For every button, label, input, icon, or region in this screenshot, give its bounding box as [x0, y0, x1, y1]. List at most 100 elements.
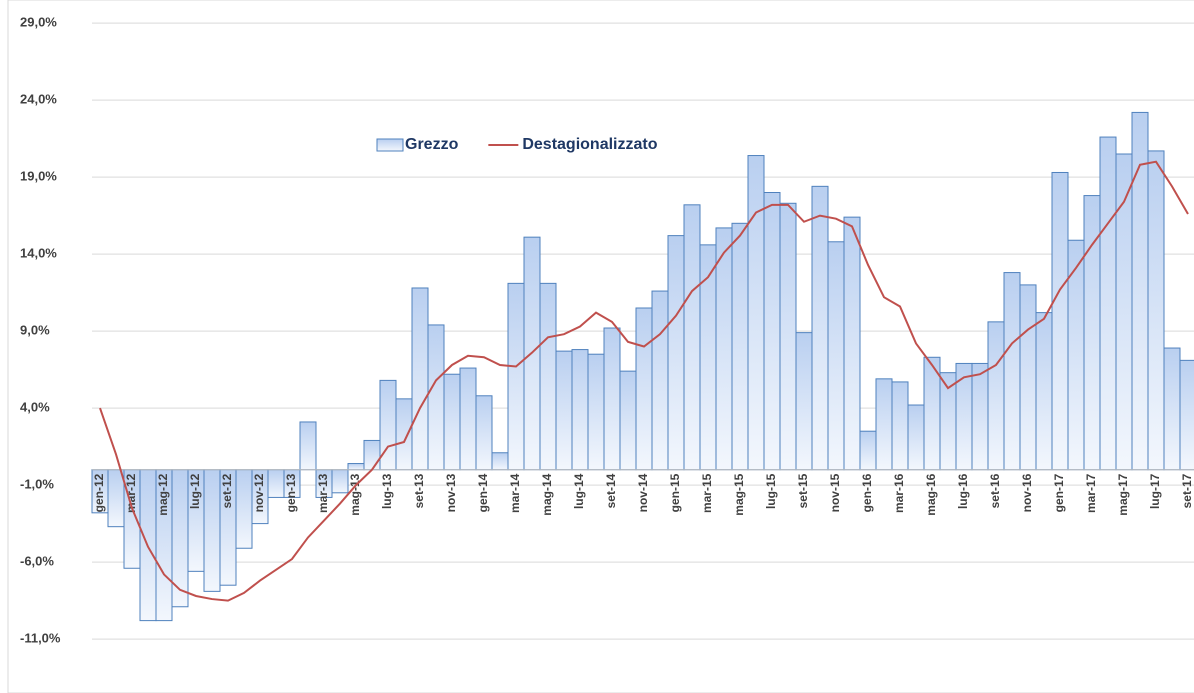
bar — [859, 430, 877, 471]
x-tick-label: gen-13 — [284, 473, 298, 512]
x-tick-label: nov-13 — [444, 473, 458, 512]
bar — [635, 307, 653, 471]
x-tick-label: nov-14 — [636, 473, 650, 512]
x-tick-label: gen-17 — [1052, 473, 1066, 512]
bar — [459, 367, 477, 471]
bar — [811, 185, 829, 471]
x-tick-label: mar-16 — [892, 473, 906, 513]
x-tick-label: mag-14 — [540, 473, 554, 515]
bar — [907, 404, 925, 471]
bar — [875, 378, 893, 471]
x-tick-label: set-15 — [796, 473, 810, 508]
bar — [763, 192, 781, 471]
x-tick-label: lug-15 — [764, 473, 778, 509]
x-tick-label: set-14 — [604, 473, 618, 508]
bar — [235, 469, 253, 549]
bar — [347, 463, 365, 471]
bar — [683, 204, 701, 471]
bar — [395, 398, 413, 471]
bar — [171, 469, 189, 608]
x-tick-label: nov-15 — [828, 473, 842, 512]
bar — [795, 332, 813, 471]
x-tick-label: lug-17 — [1148, 473, 1162, 509]
x-tick-label: mag-16 — [924, 473, 938, 515]
bar — [667, 235, 685, 471]
bar — [603, 327, 621, 471]
x-tick-label: lug-13 — [380, 473, 394, 509]
bar — [987, 321, 1005, 471]
y-tick-label: -11,0% — [20, 631, 61, 646]
x-tick-label: lug-16 — [956, 473, 970, 509]
bar — [827, 241, 845, 471]
bar — [843, 216, 861, 471]
x-tick-label: mag-12 — [156, 473, 170, 515]
y-tick-label: 4,0% — [20, 400, 50, 415]
bar — [747, 155, 765, 471]
bar — [571, 349, 589, 471]
x-tick-label: gen-16 — [860, 473, 874, 512]
x-tick-label: set-13 — [412, 473, 426, 508]
bar — [411, 287, 429, 471]
y-tick-label: 19,0% — [20, 169, 57, 184]
bar — [1147, 150, 1165, 471]
x-tick-label: nov-16 — [1020, 473, 1034, 512]
y-tick-label: -6,0% — [20, 554, 54, 569]
bar — [955, 362, 973, 471]
bar — [1051, 171, 1069, 471]
bar — [779, 202, 797, 471]
chart-border — [7, 0, 1194, 693]
y-tick-label: 9,0% — [20, 323, 50, 338]
bar — [587, 353, 605, 471]
bar — [107, 469, 125, 528]
bar — [363, 439, 381, 471]
bar — [331, 469, 349, 494]
bar — [443, 373, 461, 471]
line — [99, 160, 1189, 602]
plot: gen-12 mar-12 mag-12 lug-12 set-12 nov-12 gen-… — [91, 111, 1194, 622]
bar — [555, 350, 573, 471]
bar — [1163, 347, 1181, 471]
bar — [971, 362, 989, 471]
bar — [507, 282, 525, 471]
x-tick-label: lug-12 — [188, 473, 202, 509]
bar — [1099, 136, 1117, 471]
x-tick-label: gen-12 — [92, 473, 106, 512]
x-tick-label: set-17 — [1180, 473, 1194, 508]
bar — [427, 324, 445, 471]
bar — [891, 381, 909, 471]
x-tick-label: mag-13 — [348, 473, 362, 515]
x-tick-label: mar-13 — [316, 473, 330, 513]
x-tick-label: mar-17 — [1084, 473, 1098, 513]
x-tick-label: set-12 — [220, 473, 234, 508]
bar — [475, 395, 493, 471]
bar — [715, 227, 733, 471]
bar — [1003, 272, 1021, 471]
legend-swatch — [376, 138, 404, 152]
x-tick-label: mag-17 — [1116, 473, 1130, 515]
x-tick-label: set-16 — [988, 473, 1002, 508]
x-tick-label: mag-15 — [732, 473, 746, 515]
y-tick-label: -1,0% — [20, 477, 54, 492]
legend-label: Grezzo — [405, 136, 459, 153]
x-tick-label: mar-12 — [124, 473, 138, 513]
y-tick-label: 24,0% — [20, 92, 57, 107]
x-tick-label: mar-14 — [508, 473, 522, 513]
x-tick-label: nov-12 — [252, 473, 266, 512]
bar — [731, 222, 749, 471]
bar — [619, 370, 637, 471]
y-tick-label: 14,0% — [20, 246, 57, 261]
bar — [539, 282, 557, 471]
bar — [203, 469, 221, 592]
y-tick-label: 29,0% — [20, 15, 57, 30]
bar — [1019, 284, 1037, 471]
x-tick-label: mar-15 — [700, 473, 714, 513]
bar — [699, 244, 717, 471]
bar — [1179, 359, 1194, 471]
legend-label: Destagionalizzato — [522, 136, 657, 153]
bar — [491, 452, 509, 471]
bar — [651, 290, 669, 471]
x-tick-label: lug-14 — [572, 473, 586, 509]
bar — [1035, 312, 1053, 471]
bar — [267, 469, 285, 498]
